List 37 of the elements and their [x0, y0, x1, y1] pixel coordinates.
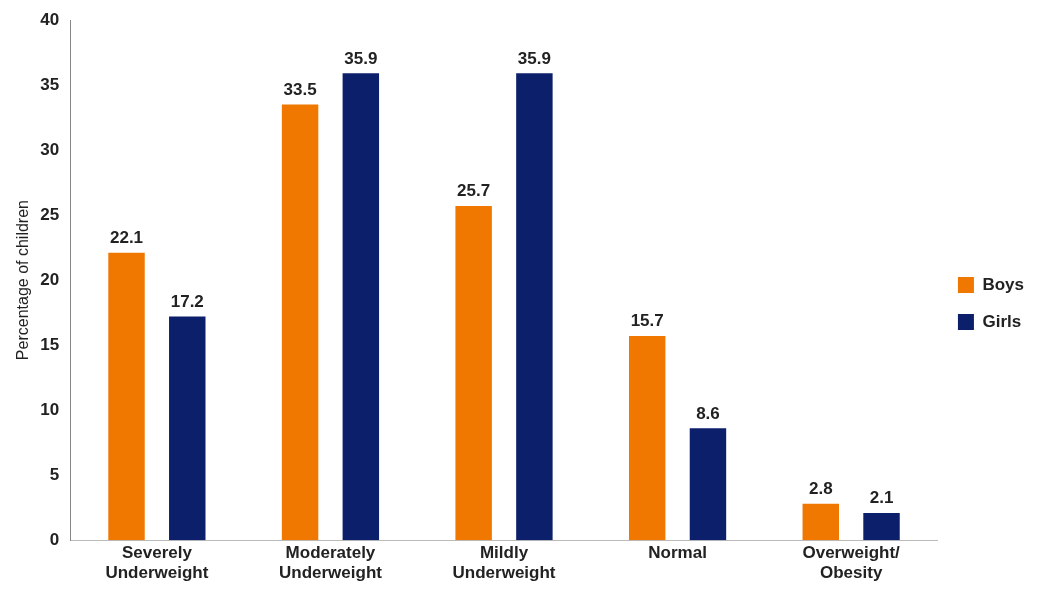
bar	[169, 316, 206, 541]
data-label: 22.1	[109, 227, 144, 247]
y-tick-label: 35	[40, 74, 60, 94]
y-tick-label: 0	[49, 529, 60, 549]
data-label: 35.9	[344, 48, 378, 68]
data-label: 2.1	[869, 488, 894, 508]
data-label: 25.7	[457, 181, 491, 201]
x-tick-label: Moderately Underweight	[278, 543, 383, 583]
bar	[108, 252, 145, 541]
bar	[628, 336, 666, 541]
bar	[802, 503, 839, 541]
y-tick-label: 30	[40, 139, 60, 159]
data-label: 2.8	[808, 478, 833, 498]
y-tick-label: 40	[40, 9, 60, 29]
bar	[455, 205, 492, 541]
data-label: 17.2	[170, 291, 204, 311]
legend-label: Boys	[982, 274, 1025, 294]
legend-label: Girls	[982, 311, 1022, 331]
data-label: 35.9	[517, 48, 551, 68]
x-tick-label: Mildly Underweight	[452, 543, 556, 583]
x-tick-label: Severely Underweight	[105, 543, 209, 583]
y-axis-title: Percentage of children	[14, 200, 32, 361]
bar	[342, 73, 380, 541]
y-tick-label: 5	[49, 464, 60, 484]
y-tick-label: 10	[40, 399, 60, 419]
bar	[516, 73, 553, 541]
data-label: 8.6	[696, 403, 720, 423]
x-tick-label: Overweight/ Obesity	[802, 543, 901, 583]
data-label: 33.5	[283, 79, 317, 99]
data-label: 15.7	[630, 311, 664, 331]
bar	[863, 512, 900, 541]
bar	[281, 104, 319, 541]
y-tick-label: 15	[40, 334, 60, 354]
x-tick-label: Normal	[648, 543, 707, 563]
bar	[689, 428, 727, 541]
y-tick-label: 20	[40, 269, 60, 289]
y-tick-label: 25	[40, 204, 60, 224]
